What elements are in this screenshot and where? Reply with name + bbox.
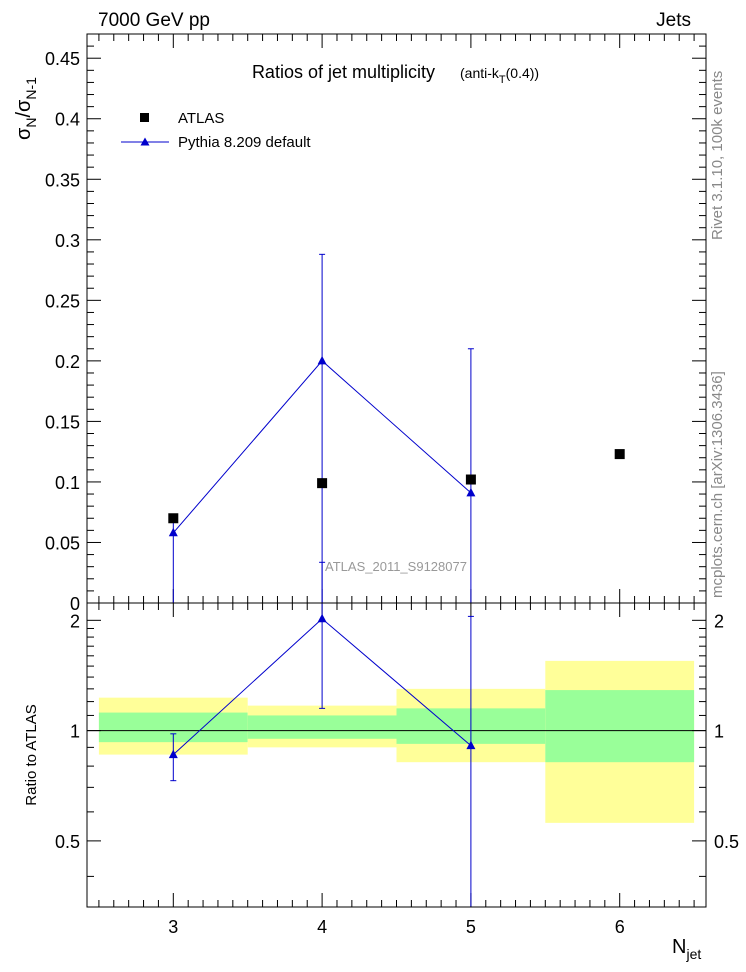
watermark: ATLAS_2011_S9128077: [325, 559, 467, 574]
ratio-frame: [86, 602, 707, 908]
y-tick-label: 0.4: [55, 110, 80, 130]
xlabel: Njet: [672, 936, 701, 962]
ratio-pythia-point: [168, 749, 178, 759]
ratio-y-tick-label: 1: [70, 722, 80, 742]
legend-marker-pythia: [140, 137, 150, 146]
y-tick-label: 0.1: [55, 473, 80, 493]
main-panel: 0 0.05 0.1 0.15 0.2 0.25 0.3 0.35 0.4 0.45 Ratios…: [13, 33, 707, 614]
ratio-y-tick-label-right: 2: [714, 611, 724, 631]
ratio-inner-band: [247, 715, 397, 739]
main-axes: 0 0.05 0.1 0.15 0.2 0.25 0.3 0.35 0.4 0.45: [45, 34, 706, 614]
mcplots-label: mcplots.cern.ch [arXiv:1306.3436]: [709, 371, 726, 598]
main-ylabel: σN/σN-1: [13, 77, 39, 140]
y-tick-label: 0.25: [45, 291, 80, 311]
main-title: Ratios of jet multiplicity: [252, 62, 435, 82]
ylabel-slash: /σ: [13, 99, 35, 118]
xlabel-main: N: [672, 936, 686, 958]
ratio-marks: [168, 561, 476, 907]
ratio-bands: [98, 660, 695, 823]
x-tick-label: 5: [466, 917, 476, 937]
pythia-point: [317, 355, 327, 365]
x-tick-label: 6: [615, 917, 625, 937]
y-tick-label: 0.3: [55, 231, 80, 251]
header-right: Jets: [656, 10, 691, 31]
atlas-point: [614, 449, 625, 460]
ratio-ylabel: Ratio to ATLAS: [23, 704, 40, 805]
legend-marker-atlas: [140, 113, 149, 122]
ratio-y-tick-label: 0.5: [55, 832, 80, 852]
y-tick-label: 0.35: [45, 170, 80, 190]
xlabel-sub: jet: [685, 946, 701, 962]
ratio-inner-band: [545, 690, 695, 763]
ratio-pythia-point: [317, 613, 327, 623]
y-tick-label: 0.2: [55, 352, 80, 372]
y-tick-label: 0.45: [45, 49, 80, 69]
legend-label-atlas: ATLAS: [178, 110, 224, 127]
ratio-y-tick-label: 2: [70, 611, 80, 631]
main-marks: [168, 253, 625, 604]
x-tick-label: 3: [168, 917, 178, 937]
title-suffix: (anti-kT(0.4)): [460, 65, 539, 86]
ratio-panel: 0.5 0.5 1 1 2 2 3 4 5 6 Ratio to ATLAS Njet: [23, 561, 739, 962]
ratio-pythia-point: [466, 740, 476, 750]
atlas-point: [317, 478, 328, 489]
ylabel-sigma-sub: N: [23, 118, 39, 128]
pythia-point: [168, 527, 178, 537]
x-tick-label: 4: [317, 917, 327, 937]
atlas-point: [465, 474, 476, 485]
ylabel-slash-sub: N-1: [23, 77, 39, 100]
y-tick-label: 0.05: [45, 533, 80, 553]
header-left: 7000 GeV pp: [98, 10, 210, 31]
atlas-point: [168, 513, 179, 524]
y-tick-label: 0: [70, 594, 80, 614]
title-suffix-sub: T: [499, 74, 506, 86]
ratio-y-tick-label-right: 0.5: [714, 832, 739, 852]
ratio-axes: 0.5 0.5 1 1 2 2 3 4 5 6: [55, 603, 739, 937]
pythia-point: [466, 487, 476, 497]
title-suffix-end: (0.4)): [506, 65, 539, 81]
rivet-label: Rivet 3.1.10, 100k events: [709, 71, 726, 240]
title-suffix-prefix: (anti-k: [460, 65, 500, 81]
ylabel-sigma: σ: [13, 127, 35, 140]
legend-label-pythia: Pythia 8.209 default: [178, 134, 311, 151]
ratio-y-tick-label-right: 1: [714, 722, 724, 742]
y-tick-label: 0.15: [45, 412, 80, 432]
